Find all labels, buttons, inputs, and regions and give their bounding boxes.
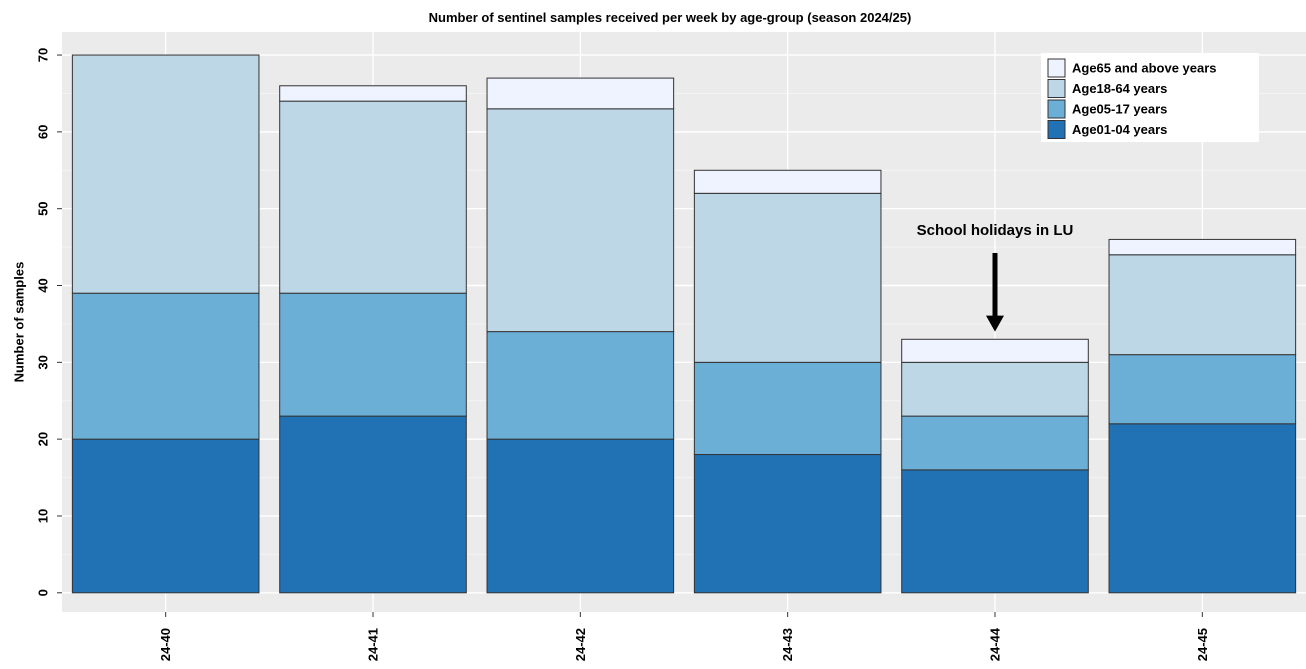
bar-segment-24-44-series-0	[901, 469, 1089, 594]
y-axis-ticks: 0 10 20 30 40 50 60 70	[36, 48, 62, 596]
legend-background	[1041, 53, 1259, 142]
legend-label-series-1: Age05-17 years	[1072, 102, 1167, 117]
chart-title: Number of sentinel samples received per …	[429, 10, 912, 25]
legend-swatch-series-2	[1047, 79, 1066, 98]
bar-segment-24-43-series-2	[693, 192, 882, 363]
bar-segment-24-45-series-0	[1108, 423, 1297, 594]
bar-segment-24-44-series-1	[901, 415, 1089, 471]
y-tick-label: 20	[36, 432, 51, 446]
x-tick-label: 24-43	[780, 628, 795, 661]
bar-segment-24-42-series-0	[486, 438, 675, 594]
y-tick-label: 60	[36, 125, 51, 139]
y-tick-label: 70	[36, 48, 51, 62]
y-tick-label: 40	[36, 278, 51, 292]
annotation-school-holidays: School holidays in LU	[917, 222, 1074, 239]
legend-label-series-3: Age65 and above years	[1072, 61, 1217, 76]
bar-segment-24-43-series-3	[693, 169, 882, 194]
y-tick-label: 50	[36, 201, 51, 215]
x-tick-label: 24-42	[573, 628, 588, 661]
bar-segment-24-41-series-0	[279, 415, 467, 594]
annotation: School holidays in LU	[917, 222, 1074, 332]
bar-segment-24-41-series-3	[279, 85, 467, 102]
legend: Age65 and above years Age18-64 years Age05…	[1041, 53, 1259, 142]
annotation-arrow-head	[986, 315, 1004, 332]
legend-label-series-2: Age18-64 years	[1072, 81, 1167, 96]
bar-segment-24-40-series-2	[71, 54, 260, 294]
y-tick-label: 0	[36, 589, 51, 596]
bar-segment-24-40-series-0	[71, 438, 260, 594]
bar-segment-24-41-series-1	[279, 292, 467, 417]
bars	[71, 54, 1297, 594]
bar-segment-24-41-series-2	[279, 100, 467, 294]
bar-segment-24-42-series-2	[486, 108, 675, 333]
bar-segment-24-42-series-1	[486, 331, 675, 440]
legend-label-series-0: Age01-04 years	[1072, 122, 1167, 137]
x-tick-label: 24-45	[1195, 628, 1210, 661]
y-tick-label: 30	[36, 355, 51, 369]
legend-swatch-series-3	[1047, 58, 1066, 78]
x-tick-label: 24-44	[988, 627, 1003, 661]
bar-segment-24-45-series-1	[1108, 354, 1297, 425]
bar-segment-24-45-series-3	[1108, 238, 1297, 256]
x-tick-label: 24-40	[158, 628, 173, 661]
bar-segment-24-44-series-3	[901, 338, 1089, 363]
bar-segment-24-44-series-2	[901, 361, 1089, 417]
bar-segment-24-40-series-1	[71, 292, 260, 440]
x-tick-label: 24-41	[366, 628, 381, 661]
y-axis-label: Number of samples	[12, 262, 27, 383]
bar-segment-24-43-series-0	[693, 454, 882, 594]
legend-swatch-series-1	[1047, 99, 1066, 119]
bar-segment-24-43-series-1	[693, 361, 882, 456]
y-tick-label: 10	[36, 509, 51, 523]
bar-segment-24-45-series-2	[1108, 254, 1297, 356]
legend-swatch-series-0	[1047, 120, 1066, 139]
bar-segment-24-42-series-3	[486, 77, 675, 110]
x-axis-ticks: 24-40 24-41 24-42 24-43 24-44 24-45	[158, 612, 1210, 661]
